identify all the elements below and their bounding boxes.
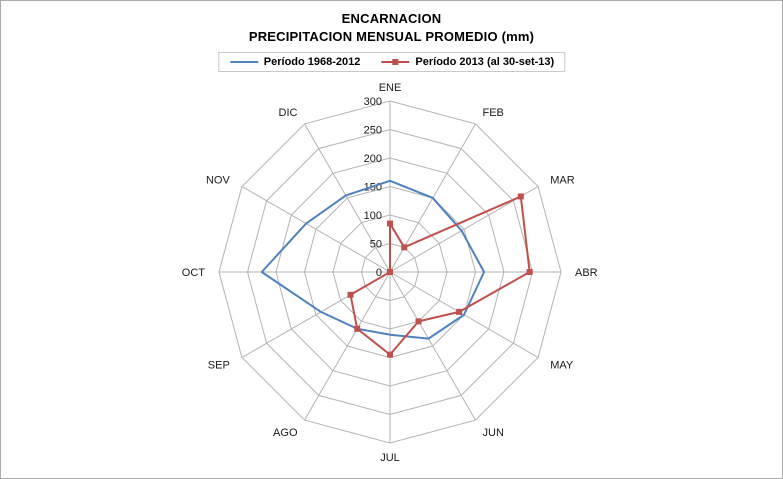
radial-tick-label: 200	[364, 153, 382, 165]
category-label-may: MAY	[550, 360, 574, 372]
series-marker-mar	[517, 193, 524, 200]
series-marker-jul	[387, 351, 393, 358]
radial-tick-label: 250	[364, 125, 382, 137]
legend-item-periodo-2013[interactable]: Período 2013 (al 30-set-13)	[380, 56, 554, 68]
category-label-sep: SEP	[208, 360, 230, 372]
grid-spoke	[304, 271, 391, 421]
line-swatch-icon	[229, 61, 258, 63]
series-line-periodo-1968-2012	[260, 179, 486, 340]
radial-tick-label: 50	[370, 239, 382, 251]
category-label-ago: AGO	[273, 427, 298, 439]
legend-item-periodo-1968-2012[interactable]: Período 1968-2012	[229, 56, 361, 68]
category-label-jul: JUL	[380, 452, 400, 464]
category-label-oct: OCT	[182, 267, 206, 279]
grid-spoke	[389, 271, 476, 421]
category-label-jun: JUN	[483, 427, 504, 439]
radial-tick-label: 300	[364, 96, 382, 108]
category-label-feb: FEB	[483, 107, 504, 119]
series-marker-ago	[354, 325, 361, 332]
category-label-ene: ENE	[379, 82, 402, 94]
series-marker-sep	[347, 291, 354, 298]
legend-label: Período 2013 (al 30-set-13)	[415, 56, 555, 68]
radial-tick-label: 100	[364, 210, 382, 222]
chart-title-line1: ENCARNACION	[341, 11, 442, 26]
category-label-abr: ABR	[575, 267, 598, 279]
category-label-nov: NOV	[206, 175, 231, 187]
category-label-dic: DIC	[279, 107, 298, 119]
chart-title-line2: PRECIPITACION MENSUAL PROMEDIO (mm)	[248, 29, 535, 44]
grid-spoke	[304, 123, 391, 273]
line-square-swatch-icon	[381, 59, 410, 65]
series-marker-abr	[526, 269, 533, 275]
series-marker-dic	[387, 269, 393, 275]
series-marker-feb	[401, 244, 408, 251]
series-marker-jun	[415, 318, 422, 325]
category-label-mar: MAR	[550, 175, 575, 187]
series-marker-ene	[387, 220, 393, 227]
legend-label: Período 1968-2012	[263, 56, 361, 68]
series-marker-may	[456, 308, 463, 315]
grid-spoke	[241, 186, 391, 273]
radial-tick-label: 0	[376, 267, 382, 279]
chart-legend: Período 1968-2012 Período 2013 (al 30-se…	[217, 52, 566, 72]
chart-title: ENCARNACION PRECIPITACION MENSUAL PROMED…	[1, 10, 782, 46]
